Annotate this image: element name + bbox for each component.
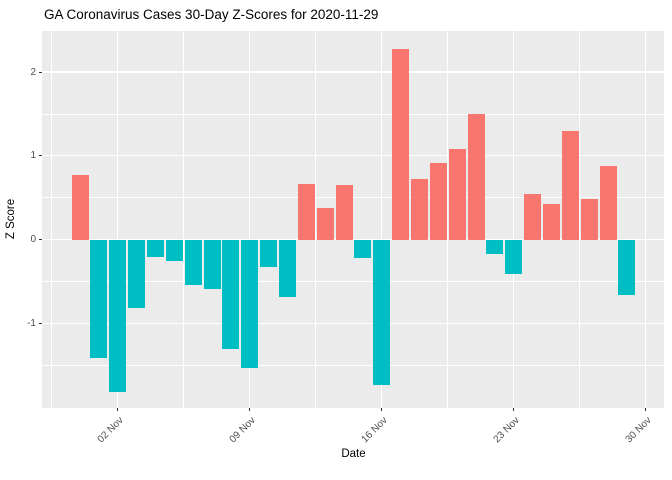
zscore-bar bbox=[618, 239, 636, 295]
x-tick-mark bbox=[381, 408, 383, 411]
x-tick-mark bbox=[249, 408, 251, 411]
y-tick-mark bbox=[39, 322, 42, 324]
chart-title: GA Coronavirus Cases 30-Day Z-Scores for… bbox=[44, 7, 379, 22]
x-major-gridline bbox=[645, 31, 647, 408]
y-minor-gridline bbox=[42, 364, 664, 366]
zscore-bar bbox=[505, 239, 523, 274]
y-minor-gridline bbox=[42, 113, 664, 115]
zscore-bar bbox=[448, 149, 466, 240]
zscore-bar bbox=[580, 198, 598, 240]
zscore-bar bbox=[109, 239, 127, 393]
zscore-bar bbox=[278, 239, 296, 298]
zscore-bar bbox=[429, 163, 447, 240]
zscore-bar bbox=[373, 239, 391, 386]
zscore-bar bbox=[90, 239, 108, 358]
zscore-bar bbox=[335, 185, 353, 240]
x-minor-gridline bbox=[315, 31, 317, 408]
x-tick-mark bbox=[513, 408, 515, 411]
y-tick-mark bbox=[39, 155, 42, 157]
y-tick-mark bbox=[39, 239, 42, 241]
y-tick-label: 0 bbox=[30, 234, 36, 246]
y-major-gridline bbox=[42, 71, 664, 73]
x-minor-gridline bbox=[447, 31, 449, 408]
y-major-gridline bbox=[42, 238, 664, 241]
zscore-bar bbox=[71, 175, 89, 240]
x-major-gridline bbox=[117, 31, 119, 408]
zscore-bar bbox=[316, 207, 334, 240]
y-minor-gridline bbox=[42, 281, 664, 282]
zscore-bar bbox=[128, 239, 146, 309]
x-tick-mark bbox=[645, 408, 647, 411]
y-tick-mark bbox=[39, 71, 42, 73]
y-tick-label: 1 bbox=[30, 150, 36, 162]
zscore-bar bbox=[467, 113, 485, 240]
x-tick-mark bbox=[117, 408, 119, 411]
zscore-bar bbox=[486, 239, 504, 254]
zscore-bar bbox=[297, 184, 315, 240]
zscore-bar bbox=[599, 165, 617, 240]
zscore-bar bbox=[392, 48, 410, 240]
y-tick-label: 2 bbox=[30, 66, 36, 78]
y-tick-label: -1 bbox=[27, 317, 36, 329]
x-major-gridline bbox=[513, 31, 515, 408]
zscore-bar bbox=[184, 239, 202, 285]
zscore-bar bbox=[524, 193, 542, 240]
zscore-bar bbox=[561, 130, 579, 240]
x-axis-title: Date bbox=[341, 448, 366, 460]
plot-panel bbox=[42, 31, 664, 408]
y-major-gridline bbox=[42, 322, 664, 325]
zscore-bar bbox=[241, 239, 259, 368]
zscore-bar bbox=[222, 239, 240, 349]
x-minor-gridline bbox=[51, 31, 53, 408]
x-minor-gridline bbox=[579, 31, 581, 408]
y-minor-gridline bbox=[42, 197, 664, 199]
x-major-gridline bbox=[249, 31, 251, 408]
x-major-gridline bbox=[381, 31, 383, 408]
zscore-bar bbox=[146, 239, 164, 258]
zscore-bar bbox=[410, 179, 428, 240]
zscore-bar bbox=[203, 239, 221, 290]
zscore-bar bbox=[260, 239, 278, 268]
x-minor-gridline bbox=[183, 31, 185, 408]
zscore-bar bbox=[354, 239, 372, 259]
zscore-bar bbox=[165, 239, 183, 262]
y-major-gridline bbox=[42, 155, 664, 157]
zscore-bar bbox=[543, 203, 560, 240]
